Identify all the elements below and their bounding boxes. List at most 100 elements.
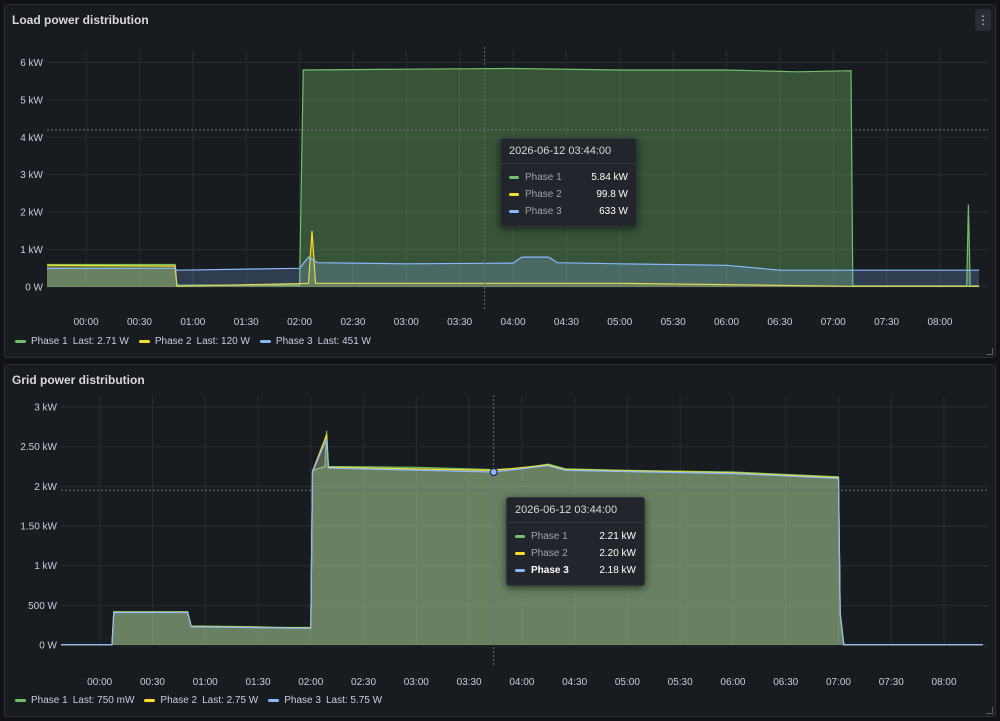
series-line-phase2[interactable] [46,230,980,287]
legend-label: Phase 2 [154,336,192,347]
x-tick-label: 05:30 [661,317,686,328]
legend-last: Last: 2.71 W [72,336,129,347]
x-tick-label: 00:00 [87,677,112,688]
tooltip-series: Phase 2 [525,189,562,200]
tooltip-time: 2026-06-12 03:44:00 [507,498,644,523]
tooltip-value: 2.20 kW [599,548,636,559]
hover-tooltip: 2026-06-12 03:44:00 Phase 1 5.84 kW Phas… [500,138,637,227]
x-tick-label: 04:30 [562,677,587,688]
tooltip-swatch [509,176,519,179]
y-tick-label: 5 kW [20,95,43,106]
panel-title: Grid power distribution [12,373,145,387]
y-tick-label: 1.50 kW [20,521,57,532]
x-tick-label: 02:00 [287,317,312,328]
y-tick-label: 2.50 kW [20,442,57,453]
legend-swatch [138,340,150,343]
series-area-phase3 [47,257,980,287]
legend-item-phase3[interactable]: Phase 3 Last: 5.75 W [268,695,382,706]
x-tick-label: 06:30 [773,677,798,688]
x-tick-label: 00:30 [127,317,152,328]
tooltip-swatch [515,535,525,538]
y-tick-label: 1 kW [20,245,43,256]
x-tick-label: 03:30 [457,677,482,688]
legend-label: Phase 1 [31,336,68,347]
x-tick-label: 04:30 [554,317,579,328]
tooltip-time: 2026-06-12 03:44:00 [501,139,636,164]
legend-last: Last: 750 mW [72,695,135,706]
legend-last: Last: 2.75 W [202,695,259,706]
legend-swatch [144,699,156,702]
y-tick-label: 2 kW [34,482,57,493]
legend-item-phase1[interactable]: Phase 1 Last: 750 mW [15,695,134,706]
x-tick-label: 01:00 [180,317,205,328]
legend-label: Phase 2 [160,695,198,706]
x-tick-label: 05:30 [668,677,693,688]
x-tick-label: 03:30 [447,317,472,328]
y-tick-label: 500 W [28,601,57,612]
x-tick-label: 02:30 [340,317,365,328]
panel-title: Load power distribution [12,13,149,27]
tooltip-series: Phase 3 [531,565,569,576]
resize-handle-icon[interactable] [986,707,993,714]
legend-item-phase2[interactable]: Phase 2 Last: 2.75 W [144,695,258,706]
tooltip-swatch [509,193,519,196]
tooltip-value: 5.84 kW [591,172,628,183]
y-tick-label: 0 W [25,283,43,294]
x-tick-label: 07:00 [826,677,851,688]
tooltip-row-phase2: Phase 2 99.8 W [509,186,628,203]
x-tick-label: 07:00 [821,317,846,328]
y-tick-label: 3 kW [20,170,43,181]
tooltip-row-phase1: Phase 1 2.21 kW [515,528,636,545]
legend-last: Last: 5.75 W [325,695,383,706]
tooltip-row-phase2: Phase 2 2.20 kW [515,545,636,562]
x-tick-label: 01:30 [234,317,259,328]
x-tick-label: 06:00 [714,317,739,328]
y-tick-label: 4 kW [20,133,43,144]
load-power-panel: Load power distribution ⋮ 0 W 1 kW 2 kW 3 k… [4,4,996,358]
x-tick-label: 02:30 [351,677,376,688]
grid-power-chart[interactable]: 0 W 500 W 1 kW 1.50 kW 2 kW 2.50 kW 3 kW 00:00 0… [5,365,995,716]
x-tick-label: 00:30 [140,677,165,688]
tooltip-swatch [515,552,525,555]
hover-tooltip: 2026-06-12 03:44:00 Phase 1 2.21 kW Phas… [506,497,645,586]
tooltip-swatch [509,210,519,213]
panel-menu-icon[interactable]: ⋮ [975,9,991,31]
y-tick-label: 0 W [39,641,57,652]
tooltip-series: Phase 3 [525,206,562,217]
series-line-phase3[interactable] [47,256,980,271]
tooltip-value: 2.18 kW [599,565,636,576]
tooltip-value: 99.8 W [596,189,628,200]
tooltip-row-phase3: Phase 3 2.18 kW [515,562,636,579]
hover-point [489,468,498,477]
legend-item-phase1[interactable]: Phase 1 Last: 2.71 W [15,336,129,347]
y-tick-label: 6 kW [20,58,43,69]
tooltip-series: Phase 1 [525,172,562,183]
legend-last: Last: 451 W [317,336,371,347]
x-tick-label: 08:00 [932,677,957,688]
legend-label: Phase 1 [31,695,68,706]
series-line-phase3[interactable] [61,438,983,646]
tooltip-row-phase1: Phase 1 5.84 kW [509,169,628,186]
x-tick-label: 06:00 [720,677,745,688]
legend-label: Phase 3 [284,695,321,706]
legend-item-phase3[interactable]: Phase 3 Last: 451 W [259,336,371,347]
series-area-phase2 [47,230,980,287]
y-tick-label: 2 kW [20,208,43,219]
x-tick-label: 01:00 [193,677,218,688]
tooltip-value: 2.21 kW [599,531,636,542]
legend-item-phase2[interactable]: Phase 2 Last: 120 W [138,336,250,347]
legend-swatch [15,340,26,343]
x-tick-label: 03:00 [394,317,419,328]
legend: Phase 1 Last: 2.71 W Phase 2 Last: 120 W… [15,336,371,347]
x-tick-label: 00:00 [74,317,99,328]
resize-handle-icon[interactable] [986,348,993,355]
x-tick-label: 03:00 [404,677,429,688]
x-tick-label: 01:30 [245,677,270,688]
legend: Phase 1 Last: 750 mW Phase 2 Last: 2.75 … [15,695,382,706]
legend-label: Phase 3 [275,336,313,347]
x-tick-label: 04:00 [509,677,534,688]
legend-last: Last: 120 W [196,336,250,347]
tooltip-swatch [515,569,525,572]
x-tick-label: 05:00 [607,317,632,328]
grid-power-panel: Grid power distribution 0 W 500 W 1 kW 1.50… [4,364,996,717]
